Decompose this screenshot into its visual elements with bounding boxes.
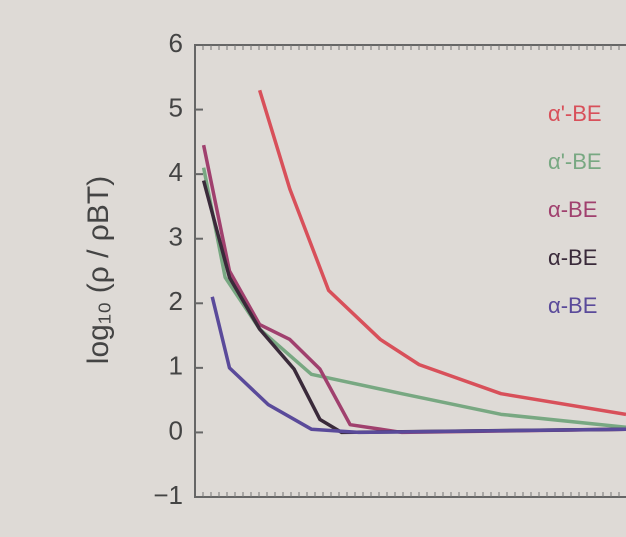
legend-label: α-BE: [548, 245, 597, 270]
y-tick-label: 2: [169, 286, 183, 316]
legend-label: α-BE: [548, 293, 597, 318]
legend-label: α'-BE: [548, 149, 602, 174]
y-tick-label: 1: [169, 351, 183, 381]
line: [204, 145, 626, 432]
y-axis-label: log₁₀ (ρ / ρBT): [82, 176, 115, 364]
y-tick-label: 6: [169, 28, 183, 58]
legend-label: α'-BE: [548, 101, 602, 126]
y-tick-label: −1: [153, 480, 183, 510]
y-tick-label: 3: [169, 222, 183, 252]
y-tick-label: 4: [169, 157, 183, 187]
y-tick-label: 5: [169, 92, 183, 122]
legend-label: α-BE: [548, 197, 597, 222]
y-tick-label: 0: [169, 415, 183, 445]
chart: log₁₀ (ρ / ρBT) −1 0 1 2 3 4 5 6 α'-BE α'-BE α-BE α…: [0, 0, 626, 532]
